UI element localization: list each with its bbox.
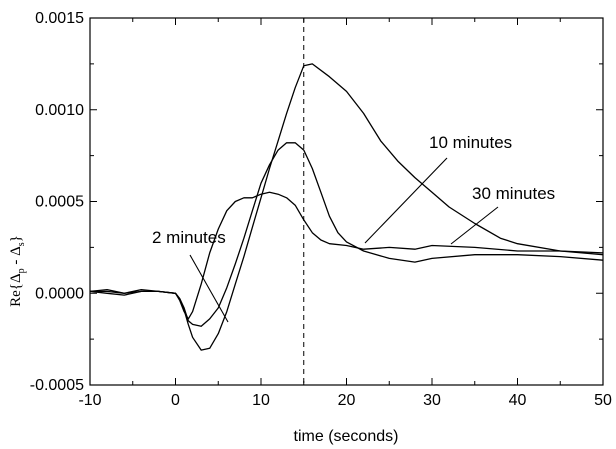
series-line-2-minutes [89, 191, 604, 320]
annotation-leader-10-minutes [364, 157, 448, 244]
series-layer [89, 63, 604, 351]
x-tick-label: 50 [594, 392, 612, 409]
x-tick-label: -10 [78, 392, 101, 409]
x-tick-label: 20 [338, 392, 356, 409]
x-tick-label: 0 [171, 392, 180, 409]
x-axis-label: time (seconds) [294, 428, 399, 445]
y-tick-label: 0.0015 [35, 10, 84, 27]
y-tick-label: 0.0010 [35, 102, 84, 119]
annotation-leader-30-minutes [450, 206, 499, 245]
y-tick-label: 0.0000 [35, 285, 84, 302]
y-tick-label: 0.0005 [35, 194, 84, 211]
annotation-leader-2-minutes [189, 254, 229, 323]
x-tick-label: 10 [252, 392, 270, 409]
annotation-label-30-minutes: 30 minutes [472, 184, 555, 203]
ticks-layer: -10 0 10 20 30 40 50 -0.0005 0.0000 0.0005 0.0010 0… [30, 10, 612, 409]
annotations: 2 minutes 10 minutes 30 minutes [152, 133, 555, 323]
y-axis-label: Re{Δp - Δs} [8, 235, 27, 307]
series-line-30-minutes [89, 63, 604, 351]
x-tick-label: 30 [423, 392, 441, 409]
x-tick-label: 40 [509, 392, 527, 409]
y-tick-label: -0.0005 [30, 377, 84, 394]
annotation-label-10-minutes: 10 minutes [429, 133, 512, 152]
annotation-label-2-minutes: 2 minutes [152, 228, 226, 247]
